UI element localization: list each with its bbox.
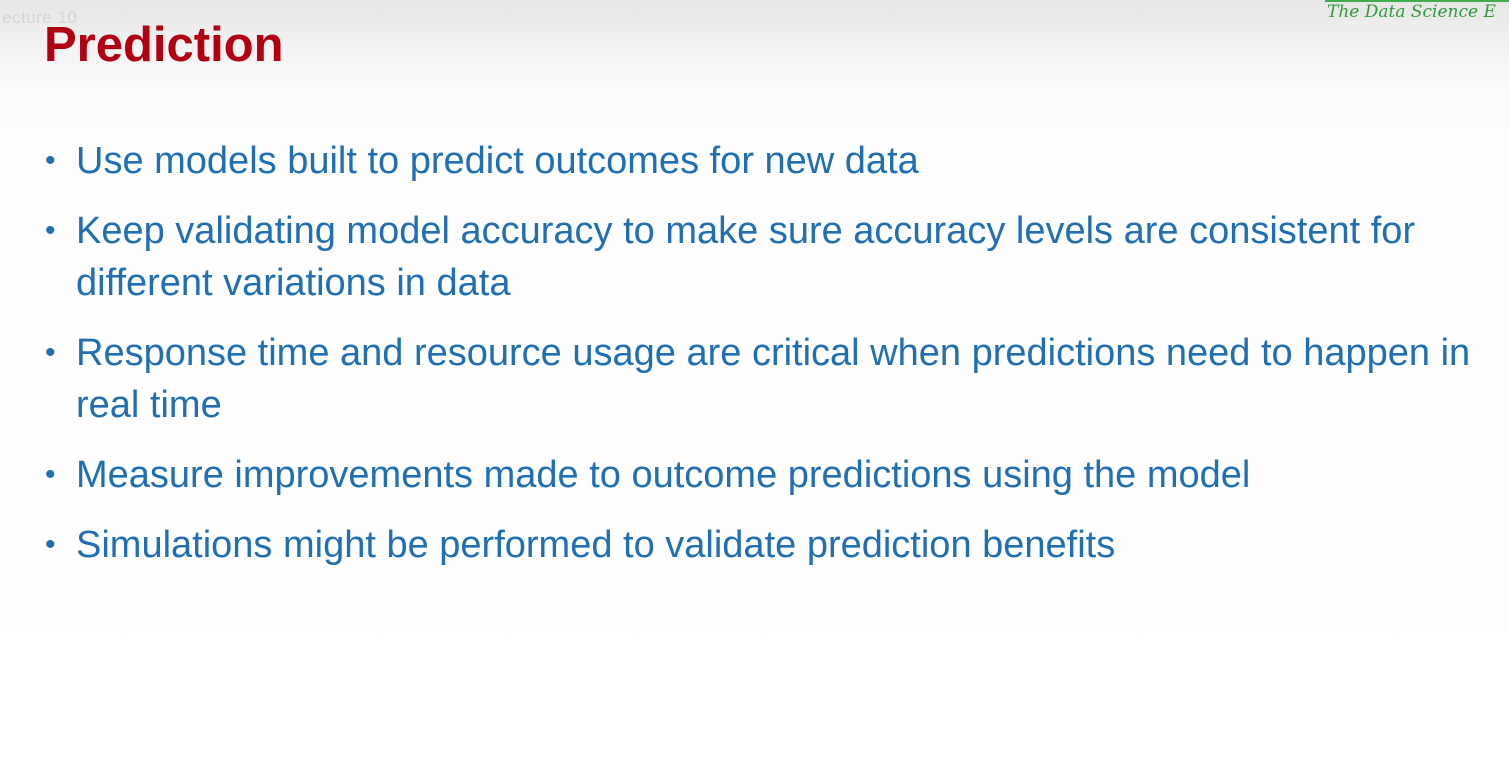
lecture-label: ecture 10 xyxy=(2,8,78,27)
bullet-dot-icon: • xyxy=(45,528,56,561)
bullet-item: • Response time and resource usage are c… xyxy=(44,327,1474,431)
bullet-text: Use models built to predict outcomes for… xyxy=(76,140,919,182)
slide-title: Prediction xyxy=(44,18,284,72)
bullet-item: • Keep validating model accuracy to make… xyxy=(44,205,1474,309)
bullet-text: Keep validating model accuracy to make s… xyxy=(76,210,1416,304)
bullet-item: • Measure improvements made to outcome p… xyxy=(44,449,1474,501)
bullet-text: Simulations might be performed to valida… xyxy=(76,524,1116,566)
brand-logo: The Data Science E xyxy=(1299,0,1509,26)
bullet-dot-icon: • xyxy=(45,336,56,369)
brand-line xyxy=(1325,0,1509,2)
bullet-item: • Simulations might be performed to vali… xyxy=(44,519,1474,571)
bullet-text: Measure improvements made to outcome pre… xyxy=(76,454,1251,496)
bullet-text: Response time and resource usage are cri… xyxy=(76,332,1471,426)
bullet-item: • Use models built to predict outcomes f… xyxy=(44,135,1474,187)
bullet-dot-icon: • xyxy=(45,144,56,177)
bullet-dot-icon: • xyxy=(45,458,56,491)
bullet-dot-icon: • xyxy=(45,214,56,247)
bullet-list: • Use models built to predict outcomes f… xyxy=(44,135,1474,589)
brand-text: The Data Science E xyxy=(1327,2,1496,22)
